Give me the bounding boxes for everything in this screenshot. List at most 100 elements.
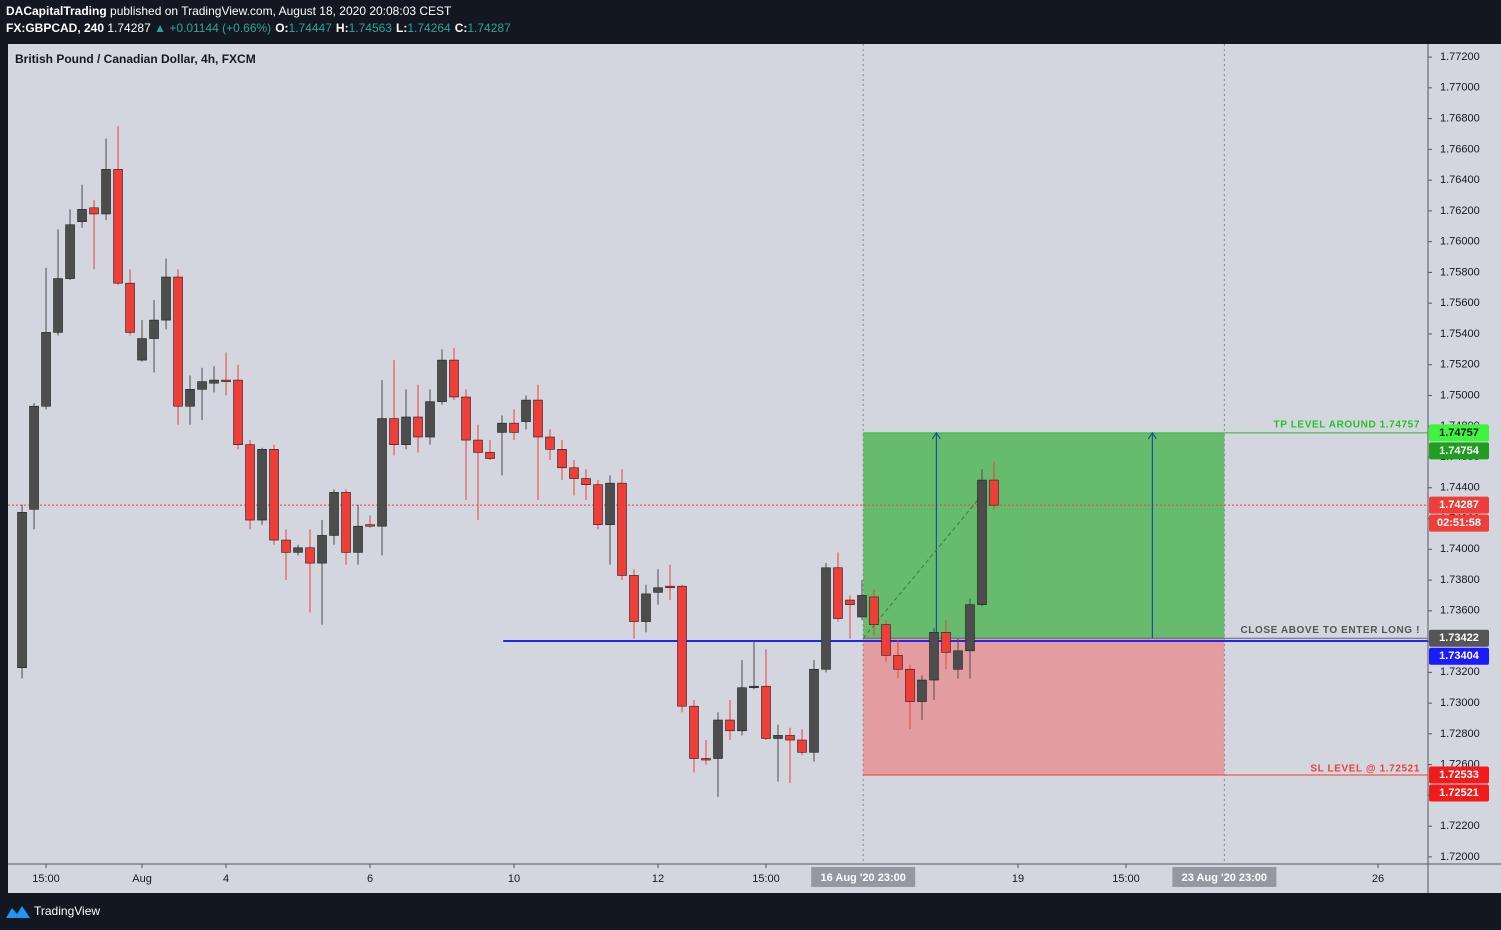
candle (29, 403, 39, 530)
candle-body (725, 719, 735, 732)
candle (857, 580, 867, 621)
candle-body (77, 209, 87, 222)
candle-body (713, 719, 723, 759)
candle-body (545, 436, 555, 450)
candle (809, 660, 819, 762)
trend-line (862, 487, 989, 639)
candle-body (137, 338, 147, 361)
ohlc-key: O: (275, 21, 288, 35)
y-tick-label: 1.73800 (1440, 574, 1480, 586)
ohlc-value: 1.74264 (407, 21, 451, 35)
candle (833, 552, 843, 622)
chart-title: British Pound / Canadian Dollar, 4h, FXC… (15, 52, 256, 66)
candle-body (413, 416, 423, 438)
candle-body (305, 547, 315, 564)
annotation: TP LEVEL AROUND 1.74757 (1274, 419, 1420, 430)
candle-body (53, 278, 63, 333)
price-label: 1.73422 (1439, 632, 1479, 644)
x-tick-label: 26 (1372, 873, 1384, 885)
price-label-box (1429, 496, 1489, 514)
x-tick-label: 4 (223, 873, 229, 885)
candle (161, 258, 171, 330)
candle-body (773, 735, 783, 739)
candle-body (833, 567, 843, 619)
logo (6, 906, 30, 918)
candle (17, 504, 27, 679)
candle (533, 384, 543, 501)
candle-body (929, 632, 939, 681)
candle-body (521, 399, 531, 422)
candle (569, 460, 579, 496)
range-label-box (811, 867, 916, 887)
y-tick-label: 1.75400 (1440, 328, 1480, 340)
candle-body (65, 224, 75, 279)
candle-body (365, 524, 375, 527)
ohlc-value: 1.74563 (349, 21, 393, 35)
candle-body (449, 359, 459, 398)
candle (761, 649, 771, 741)
brand: TradingView (34, 904, 100, 918)
candle (977, 469, 987, 607)
candle (389, 360, 399, 456)
candle-body (797, 739, 807, 753)
y-tick-label: 1.76000 (1440, 236, 1480, 248)
candle-body (317, 535, 327, 564)
candle-body (917, 679, 927, 702)
ohlc-key: L: (396, 21, 407, 35)
target-zone (863, 432, 1225, 639)
candle (869, 589, 879, 636)
candle-body (881, 624, 891, 656)
candle-body (665, 585, 675, 589)
price-label-box (1429, 784, 1489, 802)
candle (845, 595, 855, 639)
price-label: 1.74757 (1439, 427, 1479, 439)
candle-body (869, 596, 879, 625)
y-tick-label: 1.75600 (1440, 297, 1480, 309)
y-tick-label: 1.76200 (1440, 205, 1480, 217)
candle-body (845, 599, 855, 605)
price-label: 1.73404 (1439, 650, 1480, 662)
ohlc-key: C: (455, 21, 468, 35)
candle-body (29, 405, 39, 510)
y-tick-label: 1.77000 (1440, 82, 1480, 94)
y-tick-label: 1.77200 (1440, 51, 1480, 63)
candle-body (941, 632, 951, 653)
candle (137, 320, 147, 362)
candle (581, 469, 591, 501)
candle-body (161, 276, 171, 321)
candle (473, 424, 483, 521)
candle (821, 563, 831, 673)
candle (209, 366, 219, 393)
candle-body (209, 379, 219, 384)
candle-body (557, 449, 567, 469)
candle-body (785, 735, 795, 741)
annotation: SL LEVEL @ 1.72521 (1310, 763, 1420, 774)
candle-body (629, 575, 639, 622)
candle-body (221, 379, 231, 382)
x-tick-label: 12 (652, 873, 664, 885)
candle-body (173, 276, 183, 407)
candle (557, 440, 567, 481)
candle (149, 300, 159, 373)
candle-body (569, 467, 579, 479)
logo-icon (6, 906, 30, 918)
symbol-line: FX:GBPCAD, 240 1.74287 ▲ +0.01144 (+0.66… (6, 21, 511, 35)
candle (629, 569, 639, 639)
y-tick-label: 1.74000 (1440, 543, 1480, 555)
candle (365, 515, 375, 528)
candle-body (617, 482, 627, 576)
candle-body (485, 452, 495, 459)
y-tick-label: 1.75000 (1440, 389, 1480, 401)
arrow (1147, 431, 1157, 639)
candle-body (533, 399, 543, 438)
candle (77, 184, 87, 228)
candle (401, 389, 411, 450)
candle (509, 409, 519, 441)
x-tick-label: 15:00 (1112, 873, 1140, 885)
y-tick-label: 1.76600 (1440, 143, 1480, 155)
candle-body (965, 604, 975, 652)
ohlc-key: H: (336, 21, 349, 35)
candle (485, 440, 495, 461)
price-label: 1.74754 (1439, 445, 1480, 457)
